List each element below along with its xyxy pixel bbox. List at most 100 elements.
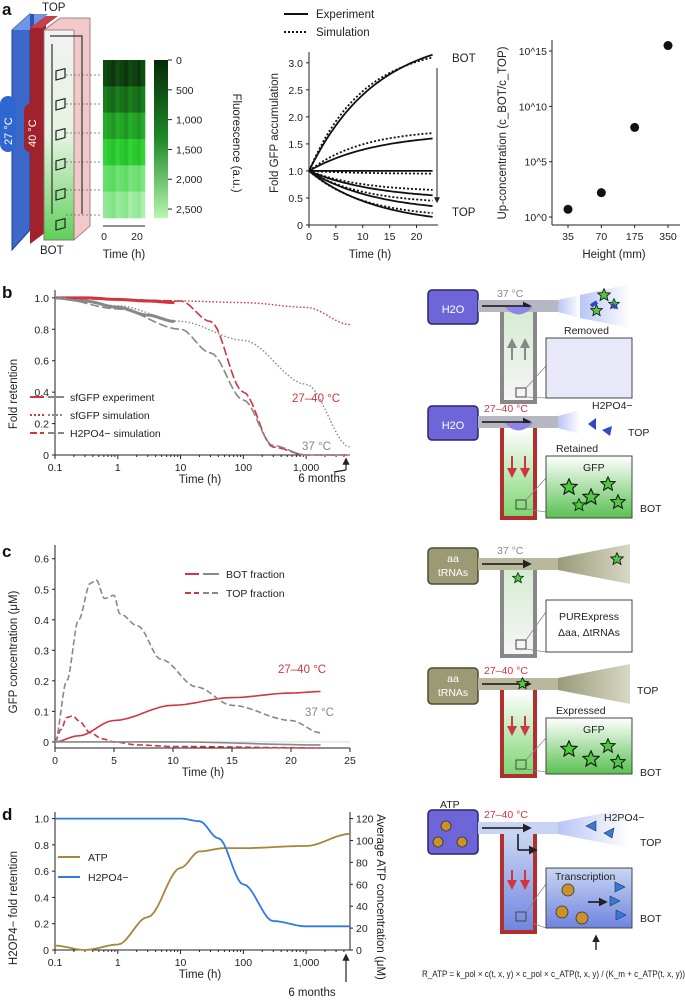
d-ytick-left-label: 0.4 — [34, 892, 49, 904]
heatmap-xlabel: Time (h) — [103, 249, 146, 261]
heatmap-cell — [124, 86, 129, 113]
gfp-ytick-label: 2.0 — [288, 112, 303, 124]
d-h2po4: H2PO4− — [604, 812, 645, 824]
b-schematic-cold — [427, 284, 633, 404]
b-ytick-label: 0 — [43, 450, 49, 462]
c-ytick-label: 0.4 — [34, 615, 49, 627]
colorbar-label: Fluorescence (a.u.) — [230, 93, 242, 192]
heatmap-cell — [103, 86, 108, 113]
heatmap-cell — [124, 191, 129, 219]
gfp-ytick-label: 1.0 — [288, 166, 303, 178]
d-ytick-right-label: 20 — [356, 923, 368, 935]
heatmap-cell — [119, 112, 125, 140]
panel-label-b: b — [2, 283, 12, 302]
d-ylabel-left: H2OP4− fold retention — [8, 851, 20, 965]
b-h2o-hot: H2O — [442, 420, 465, 432]
c-label-cold: 37 °C — [305, 707, 334, 719]
c-gfp: GFP — [583, 724, 605, 736]
gfp-xtick-label: 15 — [384, 231, 396, 243]
b-ylabel: Fold retention — [8, 359, 20, 429]
c-schematic-hot — [427, 664, 633, 778]
heatmap-cell — [115, 139, 121, 166]
gfp-xtick-label: 20 — [411, 231, 423, 243]
d-ytick-left-label: 1.0 — [34, 814, 49, 826]
b-schem-temp-hot: 27–40 °C — [484, 403, 528, 415]
b-schem-top: TOP — [628, 427, 649, 439]
heatmap-cell — [119, 191, 125, 219]
heatmap-cell — [103, 112, 108, 140]
gfp-xtick-label: 10 — [357, 231, 369, 243]
c-trnas-cold: tRNAs — [438, 567, 468, 579]
gfp-top-label: TOP — [452, 207, 476, 219]
heatmap-cell — [107, 191, 112, 219]
heatmap-cell — [107, 165, 112, 192]
d-xlabel: Time (h) — [179, 969, 222, 981]
temp-hot-text: 40 °C — [27, 119, 39, 147]
b-six-months-leader — [333, 469, 347, 473]
heatmap-cell — [107, 86, 112, 113]
gfp-experiment-line — [308, 53, 433, 172]
b-legend-sim: sfGFP simulation — [70, 410, 150, 422]
c-aa-hot: aa — [447, 673, 459, 685]
heatmap-cell — [119, 86, 125, 113]
c-delta: Δaa, ΔtRNAs — [558, 627, 620, 639]
b-xtick-label: 1 — [115, 462, 121, 474]
heatmap-cell — [128, 60, 133, 87]
heatmap-cell — [107, 60, 112, 87]
c-series-line — [55, 741, 321, 746]
c-aa-cold: aa — [447, 553, 459, 565]
c-ytick-label: 0.6 — [34, 554, 49, 566]
b-xtick-label: 0.1 — [48, 462, 63, 474]
gfp-xlabel: Time (h) — [349, 249, 392, 261]
b-label-cold: 37 °C — [302, 441, 331, 453]
heatmap-cell — [140, 165, 146, 192]
d-ytick-left-label: 0.2 — [34, 919, 49, 931]
d-transcription: Transcription — [555, 871, 615, 883]
d-atp-line — [54, 833, 351, 951]
b-legend-phos: H2PO4− simulation — [70, 428, 161, 440]
upconc-xtick-label: 350 — [659, 231, 677, 243]
d-ytick-left-label: 0 — [43, 945, 49, 957]
b-series-line — [54, 297, 351, 448]
d-schem-top: TOP — [640, 837, 661, 849]
b-series-line — [54, 297, 350, 456]
b-xlabel: Time (h) — [179, 474, 222, 486]
heatmap-cell — [132, 60, 137, 87]
gfp-experiment-line — [308, 170, 433, 207]
b-ytick-label: 0.6 — [34, 356, 49, 368]
heatmap-cell — [128, 165, 133, 192]
upconc-point — [630, 122, 640, 132]
heatmap-cell — [124, 165, 129, 192]
c-legend: BOT fraction TOP fraction — [185, 569, 285, 600]
upconc-xlabel: Height (mm) — [582, 249, 645, 261]
d-ylabel-right: Average ATP concentration (μM) — [374, 814, 386, 980]
fluorescence-heatmap — [103, 60, 146, 219]
c-xtick-label: 0 — [52, 755, 58, 767]
gfp-xtick-label: 5 — [333, 231, 339, 243]
heatmap-cell — [111, 86, 116, 113]
d-phosphate-line — [55, 817, 350, 928]
d-equation: R_ATP = k_pol × c(t, x, y) × c_pol × c_A… — [422, 969, 685, 979]
upconc-xtick-label: 175 — [626, 231, 644, 243]
gfp-experiment-line — [308, 137, 433, 172]
d-xtick-label: 100 — [235, 957, 253, 969]
heatmap-cell — [119, 139, 125, 166]
c-legend-top: TOP fraction — [226, 588, 285, 600]
b-xtick-label: 100 — [235, 462, 253, 474]
c-ylabel: GFP concentration (μM) — [8, 590, 20, 713]
c-ytick-label: 0.3 — [34, 645, 49, 657]
heatmap-cell — [136, 191, 142, 219]
d-schematic — [427, 808, 633, 950]
gfp-ytick-label: 1.5 — [288, 139, 303, 151]
gfp-concentration-plot: 0 5 10 15 20 25 0 0.1 0.2 0.3 0.4 0.5 0.6 — [34, 545, 356, 767]
c-trnas-hot: tRNAs — [438, 687, 468, 699]
c-label-hot: 27–40 °C — [278, 664, 326, 676]
heatmap-cell — [140, 86, 146, 113]
heatmap-cell — [140, 191, 146, 219]
upconc-point — [663, 41, 673, 51]
d-ytick-right-label: 80 — [356, 857, 368, 869]
d-ytick-left-label: 0.8 — [34, 840, 49, 852]
heatmap-cell — [132, 191, 137, 219]
d-schem-temp-hot: 27–40 °C — [484, 809, 528, 821]
